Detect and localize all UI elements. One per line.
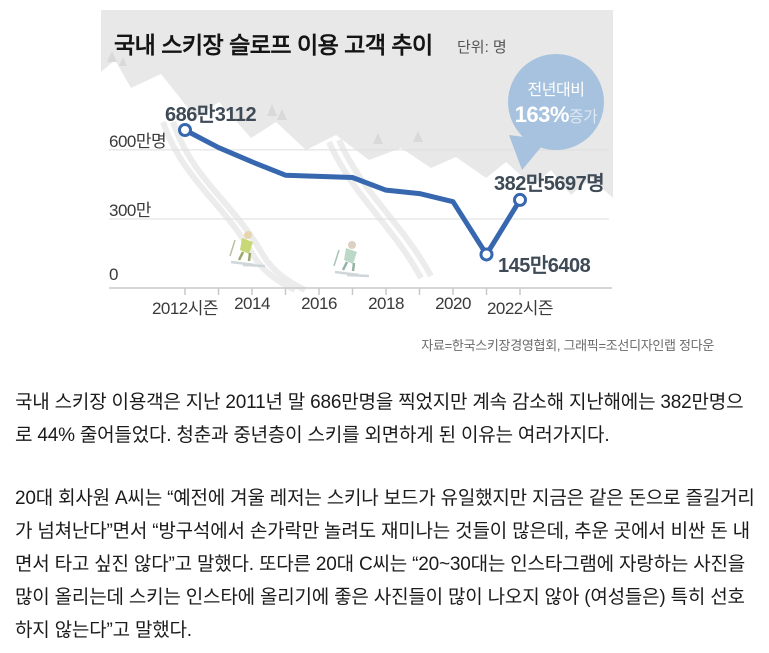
badge-line1: 전년대비 (527, 82, 585, 99)
badge-line2: 163%증가 (515, 102, 598, 128)
y-axis-label-300: 300만 (109, 201, 152, 220)
yoy-increase-badge: 전년대비 163%증가 (508, 54, 604, 150)
chart-canvas (101, 10, 613, 295)
article-paragraph-1: 국내 스키장 이용객은 지난 2011년 말 686만명을 찍었지만 계속 감소… (15, 392, 744, 446)
article-paragraph-2: 20대 회사원 A씨는 “예전에 겨울 레저는 스키나 보드가 유일했지만 지금… (15, 488, 755, 641)
pine-tree-icons (107, 51, 423, 144)
data-label-2021: 145만6408 (498, 255, 591, 277)
chart-title: 국내 스키장 슬로프 이용 고객 추이 (114, 32, 433, 58)
badge-percent: 163% (514, 102, 570, 127)
skier-icon (229, 231, 266, 268)
x-axis-label-2016: 2016 (301, 294, 337, 313)
data-label-2012: 686만3112 (165, 104, 257, 126)
ski-trail-curves (160, 121, 434, 293)
chart-unit-label: 단위: 명 (457, 39, 507, 56)
article-body: 국내 스키장 이용객은 지난 2011년 말 686만명을 찍었지만 계속 감소… (15, 386, 756, 647)
data-point-marker (178, 123, 192, 138)
skier-icon (333, 241, 370, 278)
y-axis-label-600: 600만명 (109, 132, 167, 151)
x-axis-label-2020: 2020 (435, 294, 471, 313)
data-point-marker (479, 247, 494, 262)
trend-line (178, 123, 527, 262)
mountain-silhouette-shape (101, 10, 613, 198)
ski-visitors-chart: 국내 스키장 슬로프 이용 고객 추이 단위: 명 600만명 300만 0 2… (101, 10, 714, 353)
y-axis-label-0: 0 (109, 265, 118, 284)
data-point-marker (513, 192, 527, 207)
badge-suffix: 증가 (568, 109, 598, 126)
x-axis-label-2012: 2012시즌 (151, 299, 219, 318)
x-axis-label-2022: 2022시즌 (486, 299, 554, 318)
data-label-2022: 382만5697명 (494, 173, 605, 195)
chart-source-credit: 자료=한국스키장경영협회, 그래픽=조선디자인랩 정다운 (421, 338, 714, 353)
x-axis-label-2018: 2018 (368, 294, 404, 313)
gridlines (109, 149, 612, 295)
x-axis-label-2014: 2014 (234, 294, 270, 313)
